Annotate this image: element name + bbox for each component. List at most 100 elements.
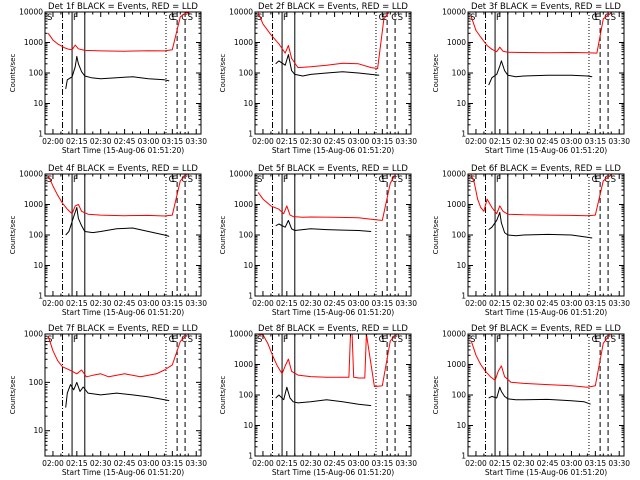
x-tick-label: 03:30 bbox=[185, 137, 207, 146]
y-tick-label: 1 bbox=[248, 292, 253, 301]
x-tick-label: 03:30 bbox=[395, 459, 417, 468]
x-tick-label: 02:45 bbox=[537, 299, 559, 308]
y-axis-label: Counts/sec bbox=[432, 54, 440, 93]
y-tick-label: 10000 bbox=[442, 8, 466, 17]
y-tick-label: 10 bbox=[456, 421, 466, 430]
x-tick-label: 03:30 bbox=[608, 459, 630, 468]
lld-rate-line bbox=[47, 174, 188, 217]
event-marker-label: S bbox=[188, 13, 193, 23]
x-tick-label: 02:00 bbox=[42, 459, 64, 468]
event-marker-label: C bbox=[169, 335, 175, 345]
x-tick-label: 02:15 bbox=[276, 299, 298, 308]
y-axis-label: Counts/sec bbox=[9, 54, 17, 93]
x-tick-label: 03:30 bbox=[185, 459, 207, 468]
x-tick-label: 02:00 bbox=[465, 459, 487, 468]
panel-title: Det 7f BLACK = Events, RED = LLD bbox=[48, 324, 198, 334]
y-tick-label: 10000 bbox=[442, 170, 466, 179]
events-rate-line bbox=[275, 219, 372, 232]
event-marker-label: F bbox=[283, 175, 288, 185]
event-marker-label: S bbox=[47, 175, 52, 185]
y-tick-label: 1000 bbox=[447, 38, 466, 47]
x-tick-label: 02:30 bbox=[513, 299, 535, 308]
lld-rate-line bbox=[257, 174, 396, 221]
x-axis-label: Start Time (15-Aug-06 01:51:20) bbox=[485, 308, 607, 317]
x-tick-label: 03:15 bbox=[372, 137, 394, 146]
x-tick-label: 02:30 bbox=[300, 299, 322, 308]
y-tick-label: 100 bbox=[452, 391, 467, 400]
event-marker-label: S bbox=[611, 335, 616, 345]
x-tick-label: 02:00 bbox=[252, 459, 274, 468]
events-rate-line bbox=[275, 386, 372, 407]
y-tick-label: 10000 bbox=[442, 330, 466, 339]
y-tick-label: 1000 bbox=[447, 200, 466, 209]
y-axis-label: Counts/sec bbox=[432, 376, 440, 415]
y-axis-label: Counts/sec bbox=[219, 54, 227, 93]
x-tick-label: 02:00 bbox=[42, 299, 64, 308]
panel-title: Det 3f BLACK = Events, RED = LLD bbox=[471, 2, 621, 12]
event-marker-label: F bbox=[283, 335, 288, 345]
y-tick-label: 1000 bbox=[24, 200, 43, 209]
lld-rate-line bbox=[470, 174, 612, 217]
x-tick-label: 03:00 bbox=[348, 459, 370, 468]
x-tick-label: 02:30 bbox=[90, 299, 112, 308]
events-rate-line bbox=[488, 211, 593, 239]
event-marker-label: C bbox=[592, 13, 598, 23]
event-marker-label: S bbox=[257, 335, 262, 345]
y-tick-label: 1000 bbox=[24, 38, 43, 47]
y-tick-label: 10 bbox=[456, 99, 466, 108]
event-marker-label: S bbox=[470, 13, 475, 23]
x-tick-label: 02:30 bbox=[513, 459, 535, 468]
event-marker-label: F bbox=[73, 175, 78, 185]
x-tick-label: 02:45 bbox=[324, 137, 346, 146]
x-tick-label: 02:00 bbox=[465, 299, 487, 308]
event-marker-label: S bbox=[188, 335, 193, 345]
y-tick-label: 10 bbox=[243, 421, 253, 430]
x-tick-label: 03:15 bbox=[162, 137, 184, 146]
event-marker-label: C bbox=[592, 175, 598, 185]
event-marker-label: C bbox=[604, 175, 610, 185]
y-tick-label: 1 bbox=[461, 292, 466, 301]
y-tick-label: 10000 bbox=[229, 8, 253, 17]
event-marker-label: S bbox=[47, 13, 52, 23]
x-tick-label: 02:45 bbox=[324, 299, 346, 308]
event-marker-label: C bbox=[604, 335, 610, 345]
x-axis-label: Start Time (15-Aug-06 01:51:20) bbox=[62, 146, 184, 155]
y-tick-label: 10 bbox=[33, 99, 43, 108]
x-tick-label: 02:00 bbox=[252, 299, 274, 308]
y-tick-label: 100 bbox=[29, 378, 44, 387]
y-tick-label: 100 bbox=[239, 69, 254, 78]
event-marker-label: C bbox=[379, 335, 385, 345]
x-tick-label: 03:00 bbox=[138, 459, 160, 468]
event-marker-label: S bbox=[398, 13, 403, 23]
y-tick-label: 100 bbox=[29, 231, 44, 240]
x-tick-label: 03:15 bbox=[372, 459, 394, 468]
x-tick-label: 02:30 bbox=[90, 459, 112, 468]
y-tick-label: 10 bbox=[33, 261, 43, 270]
x-tick-label: 03:00 bbox=[561, 299, 583, 308]
x-tick-label: 02:45 bbox=[114, 299, 136, 308]
y-tick-label: 10000 bbox=[19, 8, 43, 17]
x-tick-label: 02:45 bbox=[114, 459, 136, 468]
event-marker-label: C bbox=[391, 175, 397, 185]
y-tick-label: 10000 bbox=[19, 170, 43, 179]
x-tick-label: 02:45 bbox=[324, 459, 346, 468]
x-axis-label: Start Time (15-Aug-06 01:51:20) bbox=[272, 468, 394, 477]
event-marker-label: S bbox=[398, 175, 403, 185]
y-tick-label: 100 bbox=[29, 69, 44, 78]
x-tick-label: 03:15 bbox=[585, 299, 607, 308]
event-marker-label: C bbox=[169, 13, 175, 23]
y-axis-label: Counts/sec bbox=[9, 216, 17, 255]
panel-title: Det 9f BLACK = Events, RED = LLD bbox=[471, 324, 621, 334]
x-tick-label: 03:15 bbox=[585, 137, 607, 146]
y-axis-label: Counts/sec bbox=[219, 216, 227, 255]
panel-title: Det 5f BLACK = Events, RED = LLD bbox=[258, 164, 408, 174]
panel-title: Det 4f BLACK = Events, RED = LLD bbox=[48, 164, 198, 174]
y-tick-label: 1000 bbox=[234, 200, 253, 209]
event-marker-label: S bbox=[188, 175, 193, 185]
y-tick-label: 1000 bbox=[24, 330, 43, 339]
event-marker-label: E bbox=[595, 13, 600, 23]
event-marker-label: C bbox=[592, 335, 598, 345]
